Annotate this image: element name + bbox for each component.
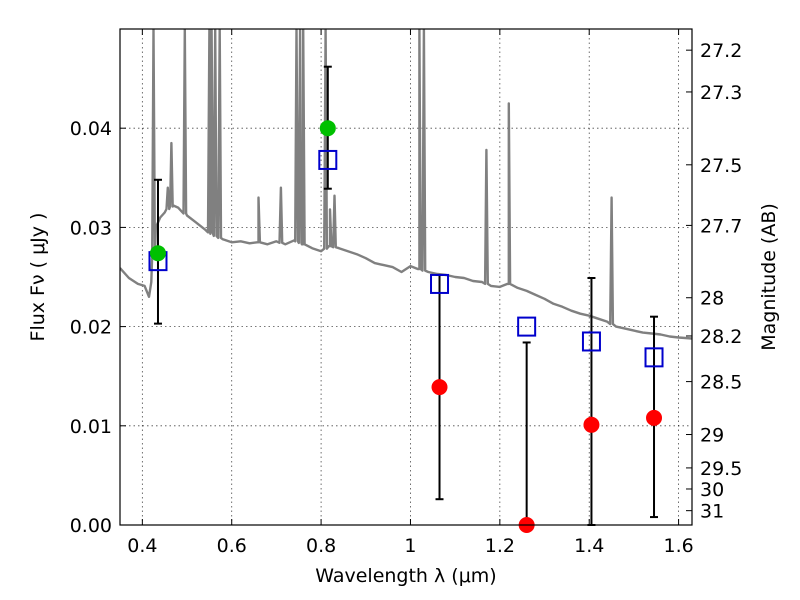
right-tick-label: 28.2 (700, 326, 742, 348)
x-tick-label: 1.6 (663, 535, 693, 557)
x-tick-label: 0.6 (217, 535, 247, 557)
y-tick-label: 0.02 (70, 317, 112, 339)
right-tick-label: 29 (700, 425, 724, 447)
limit-point-red (431, 379, 448, 396)
plot-frame (119, 28, 693, 526)
model-photometry-square (644, 347, 664, 368)
y-axis-title: Flux Fν ( μJy ) (27, 213, 49, 342)
errorbar-layer (153, 65, 659, 526)
y-tick-label: 0.01 (70, 416, 112, 438)
model-photometry-square (581, 331, 601, 352)
right-tick-label: 27.3 (700, 82, 742, 104)
detection-point-green (319, 120, 336, 137)
x-tick-label: 0.4 (127, 535, 157, 557)
right-tick-label: 29.5 (700, 458, 742, 480)
y-tick-label: 0.04 (70, 118, 112, 140)
model-spectrum-line (120, 29, 692, 340)
model-photometry-square (517, 316, 537, 337)
model-photometry-square (430, 273, 450, 294)
marker-layer (148, 120, 664, 533)
limit-point-red (583, 416, 600, 433)
right-tick-label: 30 (700, 479, 724, 501)
x-tick-label: 1 (404, 535, 416, 557)
y-ticks: 0.00 0.01 0.02 0.03 0.04 (70, 118, 126, 537)
right-tick-label: 31 (700, 501, 724, 523)
right-tick-label: 27.7 (700, 215, 742, 237)
x-tick-label: 1.4 (574, 535, 604, 557)
grid (120, 29, 692, 526)
y-tick-label: 0.00 (70, 515, 112, 537)
x-axis-title: Wavelength λ (μm) (315, 565, 496, 587)
x-ticks: 0.4 0.6 0.8 1 1.2 1.4 1.6 (127, 29, 694, 557)
model-photometry-square (318, 149, 338, 170)
x-tick-label: 1.2 (485, 535, 515, 557)
limit-point-red (646, 409, 663, 426)
right-tick-label: 28 (700, 288, 724, 310)
spectrum-layer (120, 29, 692, 340)
right-tick-label: 28.5 (700, 372, 742, 394)
right-tick-label: 27.5 (700, 155, 742, 177)
right-tick-label: 27.2 (700, 40, 742, 62)
y-tick-label: 0.03 (70, 217, 112, 239)
right-axis-title: Magnitude (AB) (758, 203, 780, 351)
detection-point-green (149, 245, 166, 262)
x-tick-label: 0.8 (306, 535, 336, 557)
